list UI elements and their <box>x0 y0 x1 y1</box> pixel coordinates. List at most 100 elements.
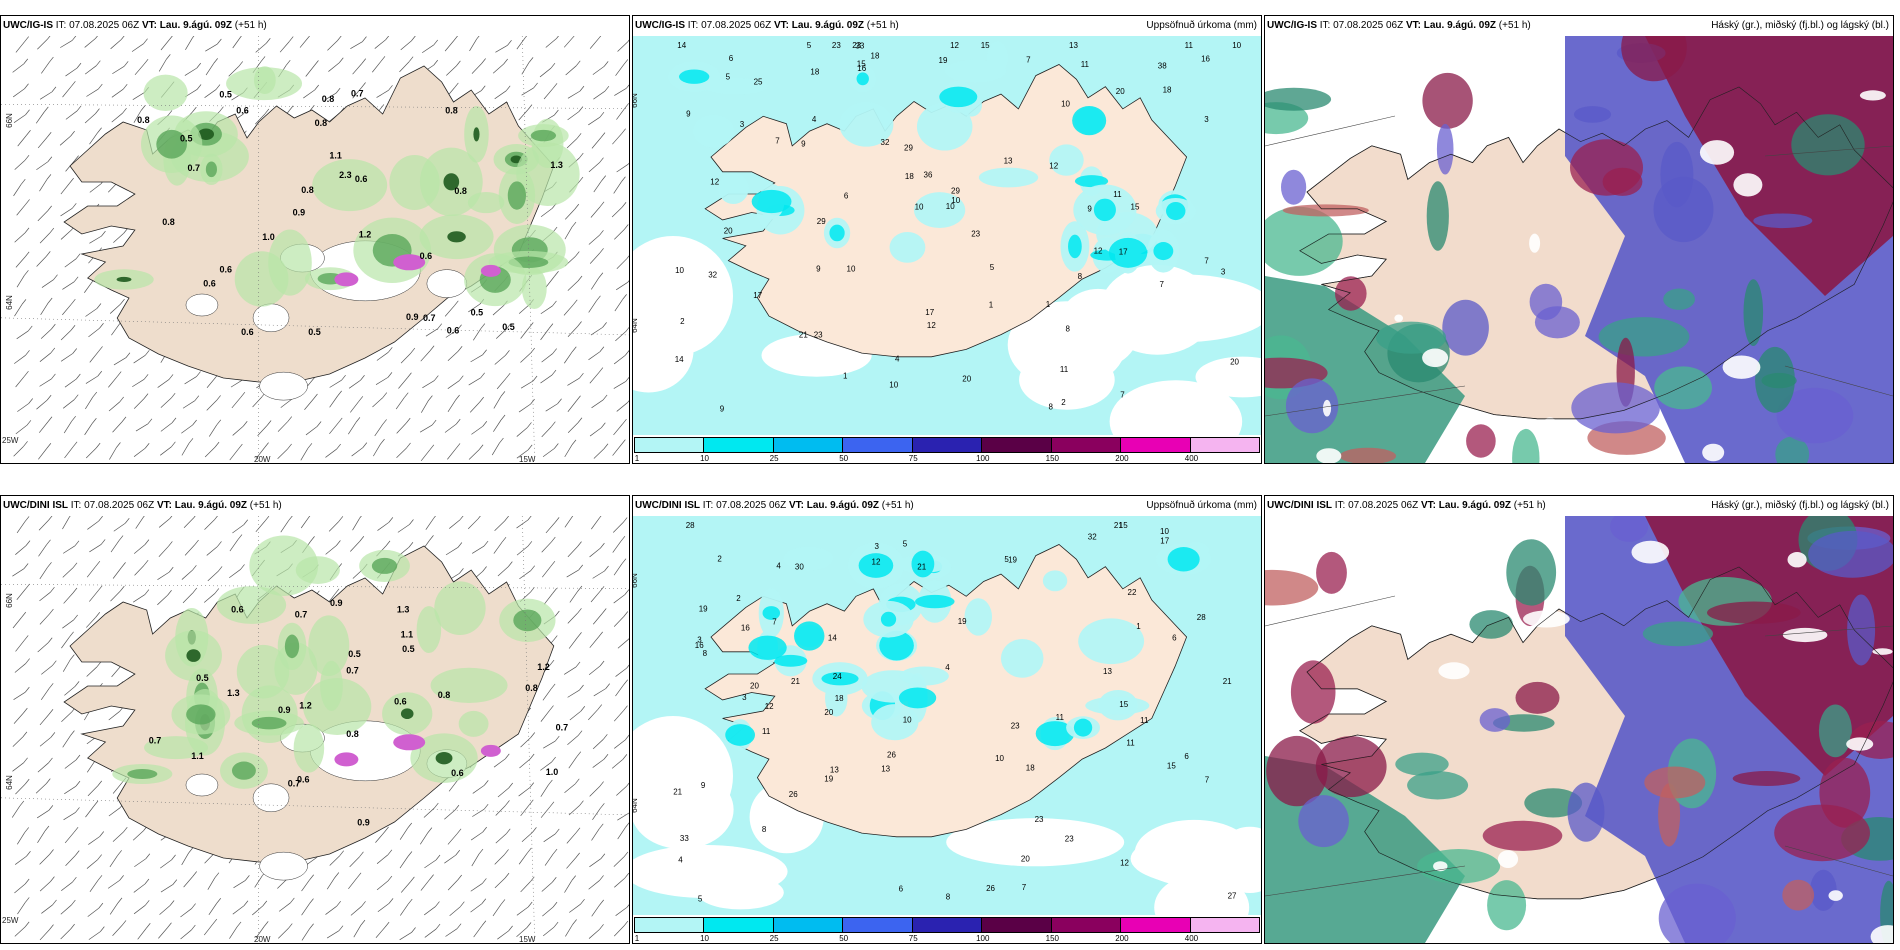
precip-value: 0.6 <box>355 174 368 184</box>
precip-value: 7 <box>1160 280 1165 289</box>
precip-value: 2 <box>680 317 685 326</box>
precip-value: 0.7 <box>149 736 162 746</box>
precip-value: 12 <box>927 321 936 330</box>
axis-label-lon25: 25W <box>2 436 19 445</box>
axis-label-lon20: 20W <box>254 935 271 944</box>
precip-value: 23 <box>814 331 823 340</box>
axis-label-lat66: 66N <box>4 593 14 608</box>
precip-value: 0.9 <box>406 312 419 322</box>
precip-value: 12 <box>1120 858 1129 867</box>
precip-value: 9 <box>1087 205 1092 214</box>
precip-value-labels: 0.70.50.81.20.90.81.11.20.70.60.70.60.50… <box>149 598 568 828</box>
precip-value: 12 <box>710 178 719 187</box>
precip-value: 28 <box>686 521 695 530</box>
panel-field-title: Uppsöfnuð úrkoma (mm) <box>1146 20 1257 31</box>
colorbar-tick: 25 <box>769 454 779 463</box>
precip-value: 3 <box>1221 267 1226 276</box>
colorbar-segment <box>1190 438 1259 452</box>
axis-label-lat64: 64N <box>632 318 639 333</box>
precip-value: 15 <box>1167 762 1176 771</box>
precip-value: 9 <box>686 109 691 118</box>
precip-value: 16 <box>857 64 866 73</box>
precip-value: 0.6 <box>451 768 464 778</box>
precip-value: 3 <box>740 120 745 129</box>
precip-value: 18 <box>1026 763 1035 772</box>
colorbar-tick: 10 <box>700 454 709 463</box>
precip-value: 21 <box>1223 677 1232 686</box>
precip-value-labels: 1110871326302719201722203233728211921813… <box>673 521 1237 903</box>
panel-header: UWC/DINI ISL IT: 07.08.2025 06Z VT: Lau.… <box>1 496 629 516</box>
precip-value: 13 <box>1069 41 1078 50</box>
panel-header: UWC/IG-IS IT: 07.08.2025 06Z VT: Lau. 9.… <box>1 16 629 36</box>
precip-value: 1.0 <box>262 232 275 242</box>
precip-value: 4 <box>776 561 781 570</box>
precip-value: 7 <box>1205 775 1210 784</box>
map-panel-dini-cloud: UWC/DINI ISL IT: 07.08.2025 06Z VT: Lau.… <box>1264 495 1894 944</box>
precip-value: 10 <box>915 203 924 212</box>
precip-value: 0.8 <box>301 185 314 195</box>
axis-label-lon20: 20W <box>254 455 271 464</box>
precip-value: 0.9 <box>330 598 343 608</box>
precip-value: 0.6 <box>420 251 433 261</box>
precip-value: 10 <box>946 202 955 211</box>
precip-value: 15 <box>857 60 866 69</box>
precip-value: 0.5 <box>219 89 232 99</box>
precip-value: 32 <box>708 271 717 280</box>
precip-value: 0.7 <box>556 723 569 733</box>
precip-value-labels: 0.6 0.9 1.2 0.8 0.6 0.5 0.5 0.8 0.6 0.6 0.8 0.5 0.8 0… <box>137 88 563 337</box>
precip-value: 0.8 <box>322 94 335 104</box>
precip-value: 23 <box>1035 815 1044 824</box>
precip-value: 1.3 <box>397 604 410 614</box>
colorbar-segment <box>704 438 774 452</box>
precip-value: 14 <box>675 355 684 364</box>
precip-value: 0.5 <box>402 644 415 654</box>
colorbar-tick: 200 <box>1115 934 1129 943</box>
precip-value: 11 <box>1056 713 1065 722</box>
precip-value: 21 <box>1114 521 1123 530</box>
precip-value: 7 <box>775 137 780 146</box>
precip-value: 7 <box>1120 390 1125 399</box>
precip-value: 1.2 <box>359 229 372 239</box>
colorbar-tick: 100 <box>976 454 990 463</box>
precip-value: 6 <box>899 884 904 893</box>
precip-value: 13 <box>830 766 839 775</box>
precip-value: 9 <box>801 139 806 148</box>
precip-value: 5 <box>807 41 812 50</box>
precip-value: 0.7 <box>188 163 201 173</box>
colorbar-segment <box>1051 918 1122 932</box>
precip-value: 8 <box>703 649 708 658</box>
colorbar-segment <box>773 918 844 932</box>
colorbar-segment <box>843 438 913 452</box>
precip-value: 10 <box>1061 99 1070 108</box>
precip-value: 0.6 <box>203 279 216 289</box>
colorbar-tick: 200 <box>1115 454 1129 463</box>
precip-value: 17 <box>1119 248 1128 257</box>
precip-value: 21 <box>673 788 682 797</box>
colorbar-tick: 150 <box>1045 454 1060 463</box>
axis-label-lon25: 25W <box>2 916 19 925</box>
colorbar-tick: 10 <box>700 934 709 943</box>
precip-value: 3 <box>742 693 747 702</box>
precip-value: 11 <box>1060 365 1069 374</box>
precip-value: 16 <box>1201 55 1210 64</box>
precip-value: 0.7 <box>346 665 359 675</box>
precip-value: 11 <box>1081 60 1090 69</box>
colorbar-segment <box>1190 918 1259 932</box>
colorbar-segment <box>982 918 1052 932</box>
precip-value: 3 <box>875 542 880 551</box>
cloud-cover-map <box>1265 36 1893 463</box>
precip-value: 19 <box>939 56 948 65</box>
precip-value: 12 <box>1094 247 1103 256</box>
panel-header: UWC/IG-IS IT: 07.08.2025 06Z VT: Lau. 9.… <box>1265 16 1893 36</box>
precip-value: 7 <box>1204 257 1209 266</box>
precip-value: 23 <box>971 230 980 239</box>
precip-value: 5 <box>698 894 703 903</box>
precip-value: 16 <box>695 641 704 650</box>
precip-value: 0.8 <box>315 118 328 128</box>
precip-value: 1.3 <box>227 688 240 698</box>
precip-value: 1.2 <box>299 701 312 711</box>
colorbar-segment <box>1051 438 1122 452</box>
axis-label-lat64: 64N <box>4 295 14 310</box>
precip-value: 2.3 <box>339 170 352 180</box>
